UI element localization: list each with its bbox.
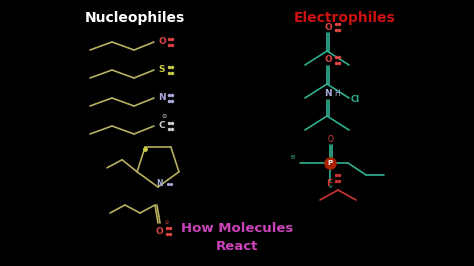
Text: F: F (326, 180, 332, 189)
Text: How Molecules
React: How Molecules React (181, 222, 293, 253)
Text: N: N (324, 89, 332, 98)
Text: Electrophiles: Electrophiles (294, 11, 396, 25)
Text: N: N (158, 94, 166, 102)
Text: O: O (328, 135, 334, 143)
Text: :B: :B (289, 155, 295, 160)
Text: ⊖: ⊖ (165, 221, 169, 226)
Text: N: N (157, 180, 163, 189)
Text: Cl: Cl (350, 94, 360, 103)
Text: O: O (324, 23, 332, 31)
Text: Nucleophiles: Nucleophiles (85, 11, 185, 25)
Text: O: O (155, 227, 163, 235)
Text: P: P (328, 160, 333, 166)
Text: ⊖: ⊖ (161, 114, 167, 118)
Text: C: C (159, 122, 165, 131)
Text: H: H (334, 89, 340, 98)
Text: lv: lv (328, 185, 333, 189)
Text: O: O (158, 38, 166, 47)
Text: O: O (324, 56, 332, 64)
Text: S: S (159, 65, 165, 74)
